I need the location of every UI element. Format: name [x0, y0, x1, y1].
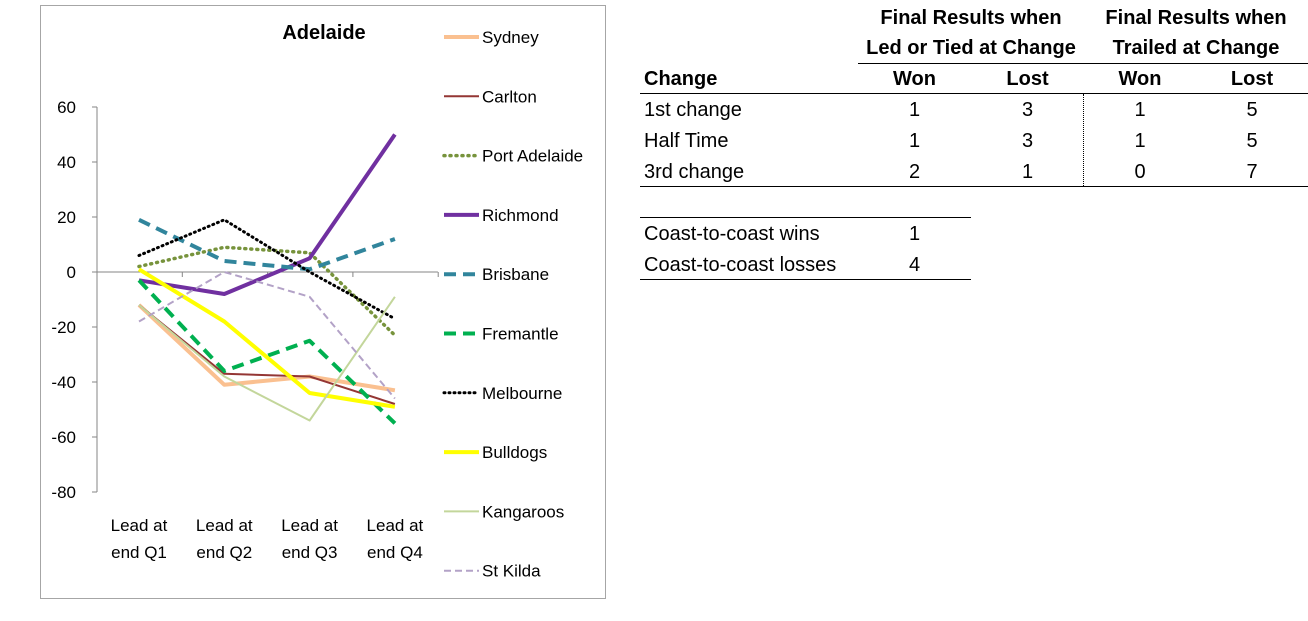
- x-tick-label: end Q4: [367, 543, 423, 562]
- coast-label: Coast-to-coast losses: [644, 254, 837, 276]
- x-tick-label: Lead at: [196, 516, 253, 535]
- x-tick-label: end Q3: [282, 543, 338, 562]
- cell-change: Half Time: [644, 130, 729, 152]
- y-tick-label: 0: [67, 263, 76, 282]
- y-tick-label: -40: [51, 373, 76, 392]
- col-header-trailed-lost: Lost: [1230, 68, 1274, 90]
- series-line-kangaroos: [138, 296, 396, 422]
- series-line-sydney: [137, 303, 396, 393]
- coast-value: 1: [908, 223, 921, 245]
- series-line-bulldogs: [137, 267, 396, 409]
- y-tick-label: 60: [57, 98, 76, 117]
- legend-label: St Kilda: [482, 562, 541, 581]
- series-line-carlton: [138, 304, 396, 405]
- y-tick-label: -60: [51, 428, 76, 447]
- legend-label: Brisbane: [482, 265, 549, 284]
- series-line-brisbane: [138, 217, 396, 272]
- legend-label: Bulldogs: [482, 443, 547, 462]
- group-divider: [1083, 94, 1084, 186]
- legend-label: Fremantle: [482, 325, 559, 344]
- group-header-rule: [858, 63, 1308, 64]
- legend-label: Melbourne: [482, 384, 562, 403]
- series-line-melbourne: [137, 218, 397, 321]
- series-line-st-kilda: [138, 271, 396, 400]
- group-header-trailed-line2: Trailed at Change: [1112, 37, 1280, 59]
- series-line-port-adelaide: [137, 245, 397, 338]
- col-header-change: Change: [644, 68, 718, 90]
- group-header-trailed-line1: Final Results when: [1105, 7, 1287, 29]
- cell-led-lost: 3: [1021, 130, 1034, 152]
- line-chart: Adelaide 60 40 20 0 -20 -40 -60 -80 Lead at end Q1…: [51, 22, 583, 581]
- legend-label: Carlton: [482, 87, 537, 106]
- chart-frame: Adelaide 60 40 20 0 -20 -40 -60 -80 Lead at end Q1…: [40, 5, 606, 599]
- chart-title: Adelaide: [282, 22, 365, 44]
- cell-change: 3rd change: [644, 161, 745, 183]
- cell-trailed-lost: 5: [1246, 130, 1258, 152]
- legend-label: Richmond: [482, 206, 559, 225]
- series-line-fremantle: [137, 278, 397, 425]
- col-header-led-won: Won: [893, 68, 936, 90]
- y-tick-label: -20: [51, 318, 76, 337]
- legend-label: Sydney: [482, 28, 539, 47]
- x-tick-label: end Q1: [111, 543, 167, 562]
- x-tick-label: Lead at: [281, 516, 338, 535]
- x-tick-label: Lead at: [111, 516, 168, 535]
- cell-trailed-lost: 7: [1246, 161, 1258, 183]
- legend-label: Port Adelaide: [482, 147, 583, 166]
- header-bottom-rule: [640, 93, 1308, 94]
- coast-value: 4: [908, 254, 921, 276]
- coast-table-top-rule: [640, 217, 971, 218]
- cell-led-lost: 1: [1021, 161, 1034, 183]
- col-header-trailed-won: Won: [1118, 68, 1162, 90]
- cell-led-won: 1: [908, 99, 921, 121]
- cell-change: 1st change: [644, 99, 742, 121]
- coast-table-bottom-rule: [640, 279, 971, 280]
- x-tick-label: Lead at: [367, 516, 424, 535]
- y-tick-label: 20: [57, 208, 76, 227]
- table-bottom-rule: [640, 186, 1308, 187]
- cell-led-won: 1: [908, 130, 921, 152]
- col-header-led-lost: Lost: [1006, 68, 1049, 90]
- y-tick-label: 40: [57, 153, 76, 172]
- cell-trailed-lost: 5: [1246, 99, 1258, 121]
- cell-trailed-won: 1: [1134, 99, 1146, 121]
- legend-label: Kangaroos: [482, 502, 564, 521]
- cell-trailed-won: 1: [1134, 130, 1146, 152]
- y-tick-label: -80: [51, 483, 76, 502]
- series-line-richmond: [138, 133, 397, 296]
- cell-led-won: 2: [908, 161, 921, 183]
- cell-trailed-won: 0: [1134, 161, 1146, 183]
- cell-led-lost: 3: [1021, 99, 1034, 121]
- group-header-led-line1: Final Results when: [880, 7, 1062, 29]
- x-tick-label: end Q2: [196, 543, 252, 562]
- coast-label: Coast-to-coast wins: [644, 223, 820, 245]
- group-header-led-line2: Led or Tied at Change: [866, 37, 1076, 59]
